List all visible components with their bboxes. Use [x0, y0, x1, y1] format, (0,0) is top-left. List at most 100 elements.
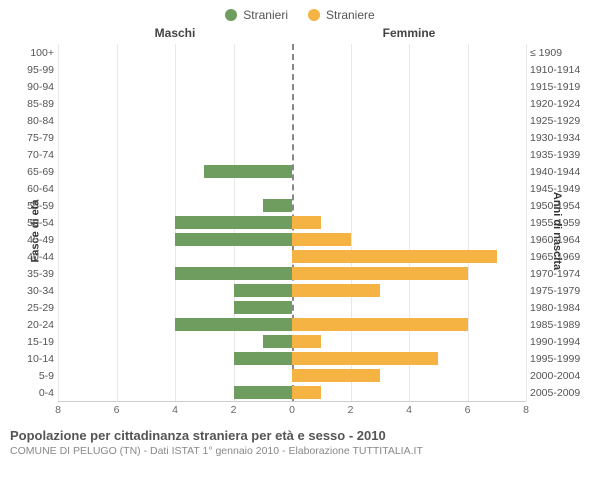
bars	[58, 180, 526, 197]
bars	[58, 282, 526, 299]
age-label: 40-44	[10, 251, 58, 263]
x-tick-label: 6	[114, 404, 120, 416]
header-male: Maschi	[58, 26, 292, 40]
bar-male	[175, 318, 292, 331]
birth-label: 1940-1944	[526, 166, 590, 178]
age-label: 15-19	[10, 336, 58, 348]
bar-left-container	[58, 180, 292, 197]
birth-label: 1975-1979	[526, 285, 590, 297]
bar-male	[175, 233, 292, 246]
chart-rows: 100+≤ 190995-991910-191490-941915-191985…	[10, 44, 590, 401]
chart-row: 65-69 1940-1944	[10, 163, 590, 180]
age-label: 75-79	[10, 132, 58, 144]
x-tick-label: 0	[289, 404, 295, 416]
bar-female	[292, 267, 468, 280]
chart-row: 80-841925-1929	[10, 112, 590, 129]
bar-male	[204, 165, 292, 178]
bar-left-container	[58, 197, 292, 214]
birth-label: 1945-1949	[526, 183, 590, 195]
x-tick-label: 8	[55, 404, 61, 416]
birth-label: 1995-1999	[526, 353, 590, 365]
age-label: 0-4	[10, 387, 58, 399]
birth-label: 1955-1959	[526, 217, 590, 229]
bar-right-container	[292, 367, 526, 384]
bar-left-container	[58, 78, 292, 95]
age-label: 30-34	[10, 285, 58, 297]
legend: Stranieri Straniere	[10, 8, 590, 22]
bar-right-container	[292, 316, 526, 333]
bar-left-container	[58, 214, 292, 231]
bar-right-container	[292, 282, 526, 299]
bar-male	[263, 199, 292, 212]
bars	[58, 214, 526, 231]
bar-right-container	[292, 214, 526, 231]
bar-female	[292, 284, 380, 297]
bar-left-container	[58, 44, 292, 61]
bars	[58, 333, 526, 350]
bar-male	[175, 267, 292, 280]
bar-right-container	[292, 163, 526, 180]
age-label: 65-69	[10, 166, 58, 178]
bars	[58, 146, 526, 163]
bar-left-container	[58, 129, 292, 146]
x-tick-label: 8	[523, 404, 529, 416]
age-label: 25-29	[10, 302, 58, 314]
chart-row: 100+≤ 1909	[10, 44, 590, 61]
chart-row: 20-241985-1989	[10, 316, 590, 333]
bars	[58, 44, 526, 61]
bar-right-container	[292, 231, 526, 248]
age-label: 60-64	[10, 183, 58, 195]
x-axis-line	[58, 401, 526, 402]
bar-left-container	[58, 61, 292, 78]
legend-item-female: Straniere	[308, 8, 375, 22]
bar-left-container	[58, 316, 292, 333]
bar-right-container	[292, 333, 526, 350]
age-label: 95-99	[10, 64, 58, 76]
birth-label: 1965-1969	[526, 251, 590, 263]
bars	[58, 265, 526, 282]
bar-female	[292, 216, 321, 229]
chart-row: 70-741935-1939	[10, 146, 590, 163]
bars	[58, 367, 526, 384]
bars	[58, 78, 526, 95]
legend-swatch-male	[225, 9, 237, 21]
bar-right-container	[292, 112, 526, 129]
bar-right-container	[292, 129, 526, 146]
bars	[58, 129, 526, 146]
birth-label: 1935-1939	[526, 149, 590, 161]
bars	[58, 384, 526, 401]
bar-left-container	[58, 350, 292, 367]
bar-right-container	[292, 299, 526, 316]
chart-row: 50-541955-1959	[10, 214, 590, 231]
chart-row: 45-491960-1964	[10, 231, 590, 248]
bar-left-container	[58, 333, 292, 350]
birth-label: 1930-1934	[526, 132, 590, 144]
birth-label: 2000-2004	[526, 370, 590, 382]
bars	[58, 163, 526, 180]
age-label: 10-14	[10, 353, 58, 365]
bar-right-container	[292, 180, 526, 197]
bars	[58, 61, 526, 78]
bar-right-container	[292, 61, 526, 78]
birth-label: 1950-1954	[526, 200, 590, 212]
bar-male	[234, 301, 293, 314]
bar-left-container	[58, 95, 292, 112]
chart-row: 75-79 1930-1934	[10, 129, 590, 146]
bar-right-container	[292, 350, 526, 367]
bar-left-container	[58, 231, 292, 248]
birth-label: 1925-1929	[526, 115, 590, 127]
chart-row: 85-891920-1924	[10, 95, 590, 112]
header-female: Femmine	[292, 26, 526, 40]
chart-row: 90-941915-1919	[10, 78, 590, 95]
birth-label: 1915-1919	[526, 81, 590, 93]
birth-label: 1920-1924	[526, 98, 590, 110]
bar-female	[292, 335, 321, 348]
chart-row: 25-291980-1984	[10, 299, 590, 316]
bar-right-container	[292, 146, 526, 163]
chart-row: 60-64 1945-1949	[10, 180, 590, 197]
bar-right-container	[292, 44, 526, 61]
x-tick-label: 4	[172, 404, 178, 416]
chart-title: Popolazione per cittadinanza straniera p…	[10, 428, 590, 443]
legend-swatch-female	[308, 9, 320, 21]
x-tick-label: 4	[406, 404, 412, 416]
